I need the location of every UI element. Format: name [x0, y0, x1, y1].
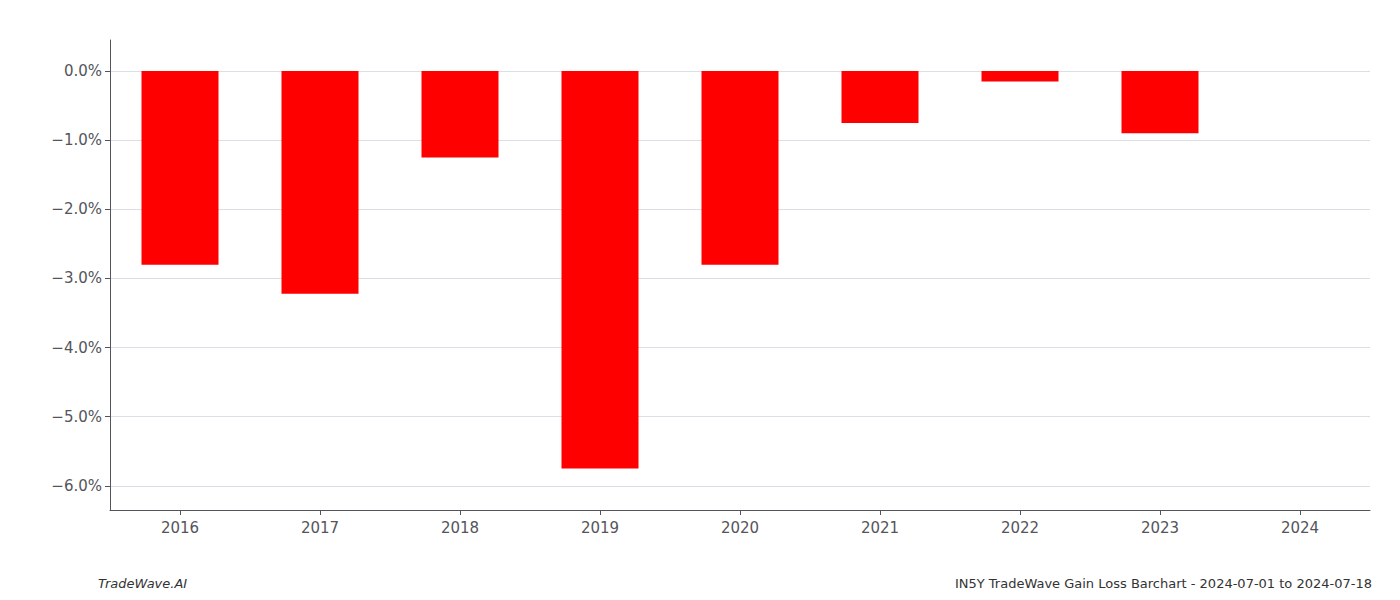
- svg-text:2017: 2017: [301, 519, 339, 537]
- svg-text:0.0%: 0.0%: [64, 62, 102, 80]
- svg-text:−5.0%: −5.0%: [51, 408, 102, 426]
- svg-text:2016: 2016: [161, 519, 199, 537]
- svg-text:−1.0%: −1.0%: [51, 131, 102, 149]
- svg-text:2021: 2021: [861, 519, 899, 537]
- svg-text:2023: 2023: [1141, 519, 1179, 537]
- svg-text:2022: 2022: [1001, 519, 1039, 537]
- svg-text:−2.0%: −2.0%: [51, 200, 102, 218]
- svg-text:2019: 2019: [581, 519, 619, 537]
- svg-text:−4.0%: −4.0%: [51, 339, 102, 357]
- svg-text:−6.0%: −6.0%: [51, 477, 102, 495]
- svg-text:TradeWave.AI: TradeWave.AI: [98, 576, 187, 591]
- svg-text:−3.0%: −3.0%: [51, 269, 102, 287]
- svg-text:IN5Y TradeWave Gain Loss Barch: IN5Y TradeWave Gain Loss Barchart - 2024…: [955, 576, 1372, 591]
- svg-text:2024: 2024: [1281, 519, 1319, 537]
- svg-text:2020: 2020: [721, 519, 759, 537]
- svg-text:2018: 2018: [441, 519, 479, 537]
